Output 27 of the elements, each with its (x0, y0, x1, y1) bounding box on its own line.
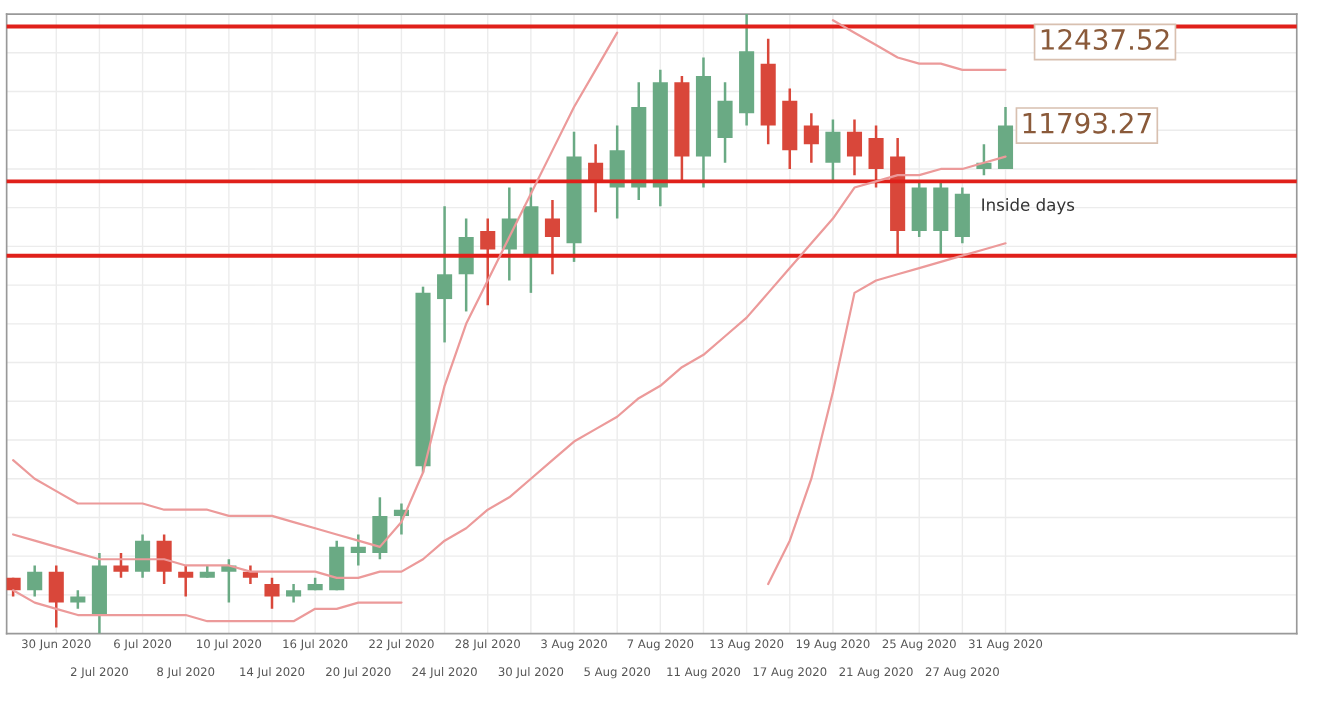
candlestick (997, 105, 1014, 171)
candlestick (825, 118, 841, 183)
candlestick (135, 533, 151, 580)
candlestick (717, 80, 733, 165)
candlestick (846, 118, 863, 177)
candlestick (48, 564, 64, 629)
candlestick (803, 111, 819, 165)
candlestick (911, 180, 927, 239)
candlestick (480, 217, 496, 307)
candlestick (437, 204, 453, 344)
candlestick (113, 551, 129, 580)
candlestick (27, 564, 43, 598)
candlestick (868, 124, 884, 189)
candlestick (156, 533, 172, 586)
candlestick (544, 198, 561, 276)
annotation: Inside days (982, 198, 1075, 215)
candlestick (372, 496, 388, 561)
candlestick (264, 576, 280, 611)
candlestick (954, 186, 970, 245)
text: 12437.52 (1041, 29, 1169, 51)
candlestick (350, 533, 366, 567)
candlestick (609, 124, 625, 220)
candlestick (933, 180, 949, 257)
candlestick (286, 582, 302, 604)
annotation: 11793.27 (1023, 112, 1151, 134)
candlestick (70, 588, 86, 611)
candlestick (178, 564, 194, 598)
